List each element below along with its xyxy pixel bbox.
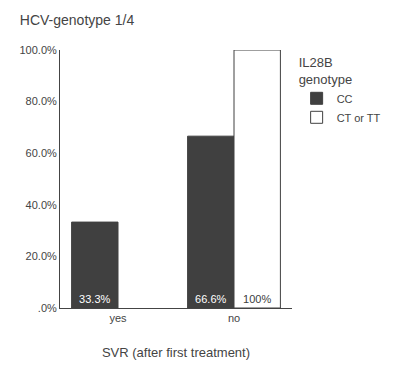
svg-text:20.0%: 20.0% — [26, 250, 57, 262]
svg-text:33.3%: 33.3% — [79, 293, 110, 305]
svg-text:.0%: .0% — [38, 302, 57, 314]
svg-text:100%: 100% — [243, 293, 271, 305]
svg-text:SVR (after first treatment): SVR (after first treatment) — [102, 345, 250, 360]
svg-text:66.6%: 66.6% — [195, 293, 226, 305]
svg-text:60.0%: 60.0% — [26, 147, 57, 159]
svg-text:HCV-genotype 1/4: HCV-genotype 1/4 — [20, 12, 135, 28]
svg-text:80.0%: 80.0% — [26, 95, 57, 107]
svg-text:100.0%: 100.0% — [19, 44, 57, 56]
svg-text:IL28Bgenotype: IL28Bgenotype — [299, 55, 353, 87]
svg-text:CC: CC — [337, 93, 353, 105]
svg-text:CT or TT: CT or TT — [337, 112, 381, 124]
svg-text:yes: yes — [109, 312, 127, 324]
svg-text:no: no — [228, 312, 240, 324]
svg-text:40.0%: 40.0% — [26, 199, 57, 211]
